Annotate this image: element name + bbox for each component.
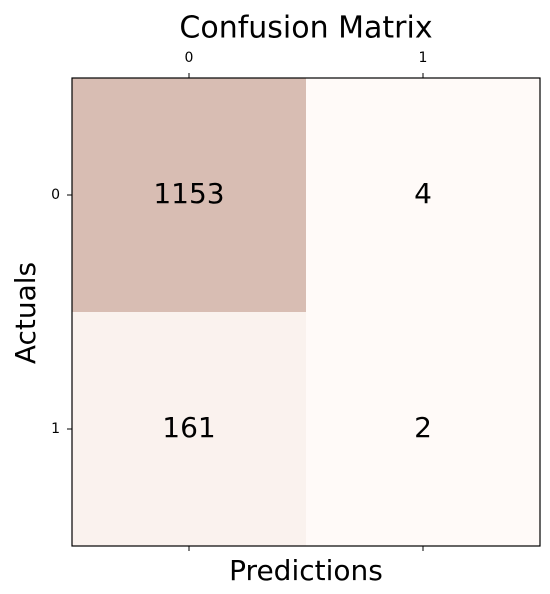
y-tick-label: 1: [51, 421, 60, 437]
cells: 1153 4 161 2: [72, 78, 540, 546]
x-tick-label: 0: [185, 50, 194, 66]
cell-label: 2: [414, 411, 432, 444]
chart-title: Confusion Matrix: [179, 11, 432, 46]
x-tick-label: 1: [419, 50, 428, 66]
cell: [72, 312, 306, 546]
cell-label: 161: [162, 411, 215, 444]
y-tick-label: 0: [51, 187, 60, 203]
plot-frame: [71, 77, 541, 547]
cell-label: 1153: [153, 177, 224, 210]
cell: [306, 78, 540, 312]
x-axis-label: Predictions: [229, 554, 383, 587]
cell: [306, 312, 540, 546]
cell: [72, 78, 306, 312]
y-axis-label: Actuals: [9, 262, 42, 364]
cell-label: 4: [414, 177, 432, 210]
